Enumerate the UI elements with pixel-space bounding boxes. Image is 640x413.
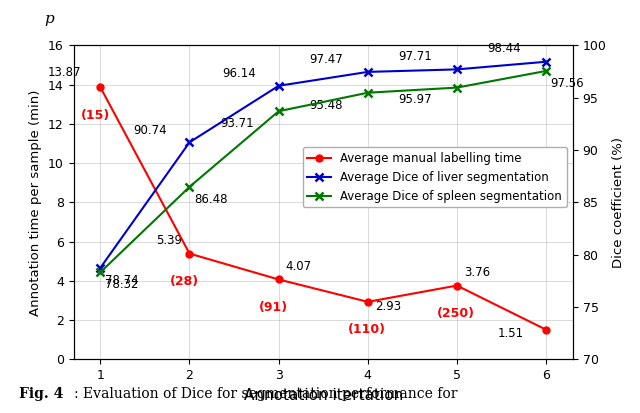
Average Dice of liver segmentation bbox=[453, 67, 461, 72]
Text: 78.32: 78.32 bbox=[105, 278, 138, 291]
Text: (91): (91) bbox=[259, 301, 288, 314]
Text: p: p bbox=[45, 12, 54, 26]
Legend: Average manual labelling time, Average Dice of liver segmentation, Average Dice : Average manual labelling time, Average D… bbox=[303, 147, 567, 207]
Text: 13.87: 13.87 bbox=[47, 66, 81, 79]
Average Dice of spleen segmentation bbox=[364, 90, 372, 95]
Text: (110): (110) bbox=[348, 323, 386, 336]
Average Dice of liver segmentation bbox=[97, 266, 104, 271]
Text: 5.39: 5.39 bbox=[156, 234, 182, 247]
Average Dice of spleen segmentation bbox=[453, 85, 461, 90]
Text: 78.74: 78.74 bbox=[105, 274, 138, 287]
Average Dice of liver segmentation bbox=[542, 59, 550, 64]
Average Dice of spleen segmentation bbox=[97, 270, 104, 275]
Text: : Evaluation of Dice for segmentation performance for: : Evaluation of Dice for segmentation pe… bbox=[74, 387, 457, 401]
Line: Average manual labelling time: Average manual labelling time bbox=[97, 84, 550, 333]
Text: (28): (28) bbox=[170, 275, 199, 288]
X-axis label: Annotation itertation: Annotation itertation bbox=[244, 387, 403, 403]
Average Dice of spleen segmentation bbox=[542, 69, 550, 74]
Average manual labelling time bbox=[275, 277, 282, 282]
Text: 95.48: 95.48 bbox=[309, 99, 343, 112]
Average manual labelling time bbox=[97, 85, 104, 90]
Average Dice of liver segmentation bbox=[275, 83, 282, 88]
Text: 90.74: 90.74 bbox=[134, 124, 167, 137]
Line: Average Dice of liver segmentation: Average Dice of liver segmentation bbox=[96, 57, 550, 272]
Average manual labelling time bbox=[186, 251, 193, 256]
Y-axis label: Annotation time per sample (min): Annotation time per sample (min) bbox=[29, 89, 42, 316]
Text: 96.14: 96.14 bbox=[223, 67, 257, 80]
Text: 4.07: 4.07 bbox=[285, 260, 312, 273]
Text: 97.71: 97.71 bbox=[398, 50, 432, 63]
Text: 1.51: 1.51 bbox=[498, 328, 524, 340]
Average Dice of liver segmentation bbox=[364, 69, 372, 74]
Text: 86.48: 86.48 bbox=[194, 193, 227, 206]
Average Dice of spleen segmentation bbox=[275, 109, 282, 114]
Average Dice of spleen segmentation bbox=[186, 185, 193, 190]
Text: 97.56: 97.56 bbox=[550, 77, 584, 90]
Text: 95.97: 95.97 bbox=[398, 93, 432, 107]
Text: 2.93: 2.93 bbox=[375, 299, 401, 313]
Y-axis label: Dice coefficient (%): Dice coefficient (%) bbox=[612, 137, 625, 268]
Average manual labelling time bbox=[364, 299, 372, 304]
Line: Average Dice of spleen segmentation: Average Dice of spleen segmentation bbox=[96, 67, 550, 276]
Text: (250): (250) bbox=[437, 307, 476, 320]
Text: 97.47: 97.47 bbox=[309, 52, 343, 66]
Average Dice of liver segmentation bbox=[186, 140, 193, 145]
Text: (15): (15) bbox=[81, 109, 110, 121]
Text: 98.44: 98.44 bbox=[488, 43, 521, 55]
Text: Fig. 4: Fig. 4 bbox=[19, 387, 63, 401]
Text: 93.71: 93.71 bbox=[220, 117, 253, 130]
Text: 3.76: 3.76 bbox=[464, 266, 490, 279]
Average manual labelling time bbox=[453, 283, 461, 288]
Average manual labelling time bbox=[542, 327, 550, 332]
